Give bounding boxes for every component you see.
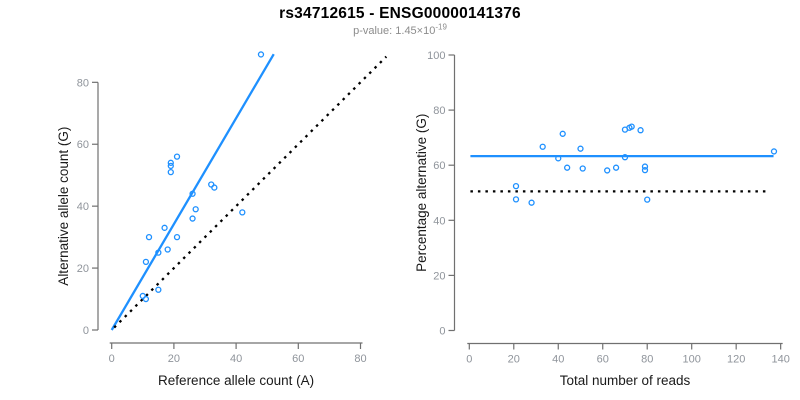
data-point — [770, 148, 778, 155]
figure-title: rs34712615 - ENSG00000141376 — [279, 5, 521, 22]
data-point — [239, 209, 246, 216]
data-point — [142, 295, 150, 303]
x-tick-label: 60 — [597, 354, 609, 366]
y-tick-label: 100 — [427, 50, 445, 62]
y-tick-label: 20 — [77, 263, 89, 275]
data-point — [161, 224, 168, 231]
data-point — [579, 165, 586, 172]
data-point — [145, 233, 153, 241]
data-point — [167, 168, 174, 176]
x-tick-label: 0 — [466, 354, 472, 366]
data-point — [564, 164, 571, 171]
y-tick-label: 40 — [77, 201, 89, 213]
data-point — [539, 143, 546, 150]
x-tick-label: 20 — [168, 353, 180, 365]
x-tick-label: 0 — [109, 353, 115, 365]
y-tick-label: 80 — [433, 105, 445, 117]
x-tick-label: 80 — [354, 353, 366, 365]
p-value-subtitle: p-value: 1.45×10-19 — [0, 22, 800, 37]
data-point — [189, 215, 196, 222]
data-point — [641, 167, 649, 174]
data-point — [257, 51, 265, 58]
data-point — [208, 181, 215, 188]
data-point — [155, 249, 162, 256]
right-plot: 0 20 40 60 80 100 0 20 40 60 80 100 120 140 Total numb… — [414, 50, 790, 388]
data-point — [173, 153, 181, 160]
data-point — [164, 246, 171, 253]
x-tick-label: 120 — [727, 354, 745, 366]
y-tick-label: 0 — [83, 325, 89, 337]
x-axis-label: Reference allele count (A) — [158, 373, 314, 388]
data-point — [577, 145, 584, 152]
data-point — [559, 130, 566, 137]
data-point — [189, 190, 196, 197]
y-tick-label: 20 — [433, 270, 445, 282]
x-tick-label: 80 — [641, 354, 653, 366]
data-point — [528, 199, 535, 206]
data-point — [641, 163, 649, 170]
y-tick-label: 60 — [433, 160, 445, 172]
y-tick-label: 80 — [77, 77, 89, 89]
data-point — [512, 182, 520, 190]
data-point — [167, 162, 174, 170]
y-tick-label: 60 — [77, 139, 89, 151]
x-tick-label: 140 — [771, 354, 789, 366]
data-point — [512, 196, 520, 203]
x-tick-label: 40 — [230, 353, 242, 365]
data-point — [555, 155, 562, 162]
y-axis-label: Alternative allele count (G) — [56, 127, 71, 286]
data-point — [192, 206, 199, 213]
y-tick-label: 40 — [433, 215, 445, 227]
data-point — [612, 164, 620, 171]
p-value-text: p-value: 1.45×10 — [353, 25, 436, 37]
data-point — [142, 258, 150, 266]
data-point — [621, 154, 629, 161]
data-point — [604, 167, 611, 174]
x-tick-label: 100 — [683, 354, 701, 366]
data-point — [173, 233, 181, 241]
data-point — [139, 292, 146, 300]
x-tick-label: 60 — [292, 353, 304, 365]
x-tick-label: 20 — [508, 354, 520, 366]
left-plot: 0 20 40 60 80 0 20 40 60 80 Reference allele count… — [56, 51, 388, 388]
fit-line — [110, 53, 275, 331]
data-point — [167, 159, 174, 166]
identity-line — [113, 55, 388, 329]
y-axis-label: Percentage alternative (G) — [414, 114, 429, 272]
x-tick-label: 40 — [552, 354, 564, 366]
x-axis-label: Total number of reads — [560, 373, 691, 388]
data-point — [644, 196, 651, 203]
data-point — [628, 123, 635, 130]
data-point — [155, 286, 162, 293]
data-point — [637, 127, 644, 134]
p-value-exponent: -19 — [435, 22, 447, 32]
y-tick-label: 0 — [439, 326, 445, 338]
data-point — [211, 184, 218, 191]
